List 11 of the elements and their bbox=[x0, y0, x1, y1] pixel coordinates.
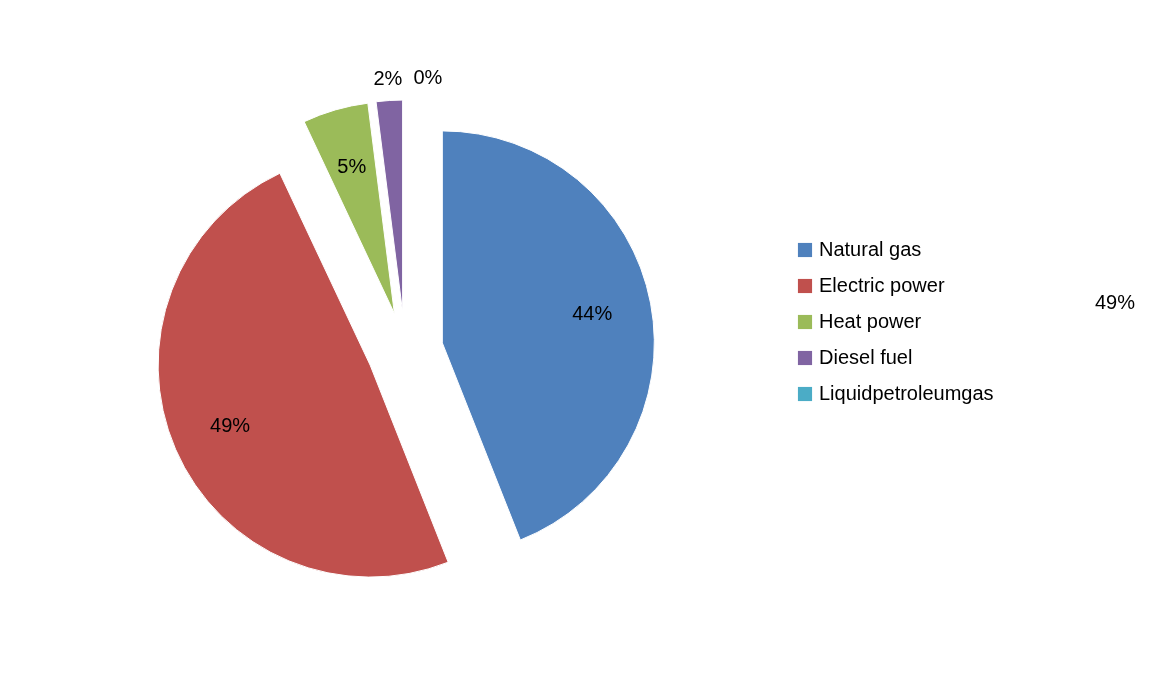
legend-label: Diesel fuel bbox=[819, 346, 913, 368]
data-label: 49% bbox=[210, 413, 251, 436]
legend-label: Liquidpetroleumgas bbox=[819, 382, 994, 404]
data-label: 5% bbox=[337, 154, 367, 177]
data-label: 44% bbox=[572, 302, 613, 325]
legend-label: Natural gas bbox=[819, 238, 922, 260]
legend-label: Heat power bbox=[819, 310, 922, 332]
text: 49% bbox=[1094, 291, 1136, 313]
legend-label: Electric power bbox=[819, 274, 945, 296]
text: 0% bbox=[413, 66, 443, 88]
data-label: 2% bbox=[373, 66, 403, 89]
